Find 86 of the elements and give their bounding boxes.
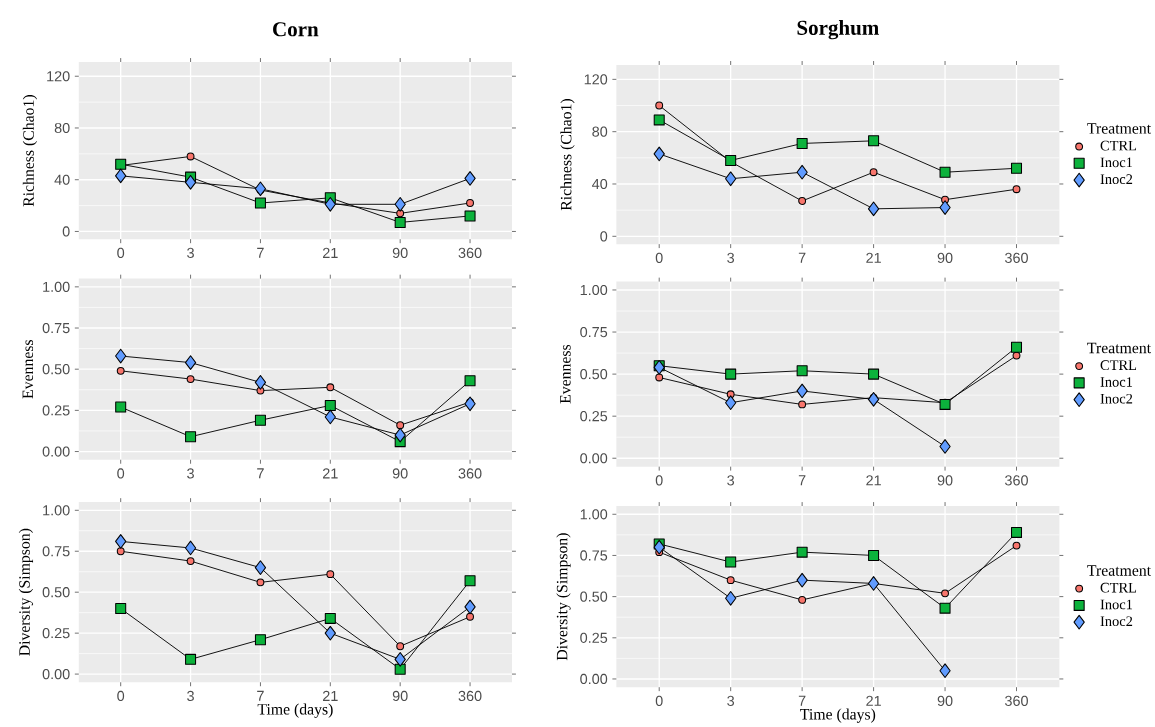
x-tick-label: 3 xyxy=(187,690,194,702)
x-tick-label: 90 xyxy=(937,252,953,263)
x-tick-label: 3 xyxy=(727,475,735,486)
x-tick-label: 21 xyxy=(866,252,881,263)
x-tick-label: 21 xyxy=(323,247,338,258)
x-tick-label: 21 xyxy=(866,695,881,706)
legend-label: Inoc1 xyxy=(1100,599,1133,610)
x-tick-label: 7 xyxy=(257,690,264,701)
x-tick-label: 90 xyxy=(392,468,408,479)
x-tick-label: 3 xyxy=(187,247,194,258)
x-tick-label: 0 xyxy=(655,695,663,706)
x-tick-label: 360 xyxy=(1005,252,1028,263)
y-tick-label: 1.00 xyxy=(43,281,70,292)
y-axis-title: Diversity (Simpson) xyxy=(18,528,34,656)
y-tick-label: 0.75 xyxy=(42,322,70,334)
y-axis-title: Evenness xyxy=(560,344,571,404)
x-tick-label: 360 xyxy=(458,690,482,702)
y-axis-title: Evenness xyxy=(22,339,34,399)
y-tick-label: 1.00 xyxy=(43,505,70,516)
y-tick-label: 1.00 xyxy=(580,509,608,520)
y-tick-label: 0.00 xyxy=(580,673,608,684)
y-tick-label: 0.50 xyxy=(580,368,608,380)
y-axis-title: Richness (Chao1) xyxy=(22,95,38,207)
y-tick-label: 0.50 xyxy=(42,587,70,598)
x-tick-label: 0 xyxy=(117,247,125,258)
y-tick-label: 0.25 xyxy=(580,632,608,643)
legend-label: Inoc1 xyxy=(1100,157,1133,168)
x-tick-label: 360 xyxy=(1005,475,1028,486)
legend-title: Treatment xyxy=(1087,342,1151,354)
x-tick-label: 21 xyxy=(866,475,881,486)
legend-label: CTRL xyxy=(1100,582,1137,593)
y-axis-title: Richness (Chao1) xyxy=(560,98,575,211)
legend-label: Inoc2 xyxy=(1100,393,1133,404)
y-tick-label: 120 xyxy=(47,71,70,82)
x-tick-label: 7 xyxy=(798,695,806,706)
x-tick-label: 90 xyxy=(392,690,408,702)
x-tick-label: 7 xyxy=(798,252,806,263)
legend-label: Inoc2 xyxy=(1100,616,1133,627)
x-tick-label: 21 xyxy=(323,690,338,701)
y-tick-label: 40 xyxy=(54,174,70,185)
x-tick-label: 360 xyxy=(458,247,482,258)
y-tick-label: 0.25 xyxy=(42,405,70,416)
y-tick-label: 0.50 xyxy=(580,591,608,602)
x-tick-label: 0 xyxy=(117,468,125,479)
y-tick-label: 0.25 xyxy=(580,411,608,422)
legend-label: Inoc2 xyxy=(1100,174,1133,184)
y-tick-label: 0.00 xyxy=(580,453,608,464)
x-axis-title: Time (days) xyxy=(257,703,333,718)
y-tick-label: 120 xyxy=(584,74,608,85)
y-tick-label: 0 xyxy=(62,226,70,237)
y-tick-label: 0.00 xyxy=(42,446,70,457)
y-tick-label: 0.75 xyxy=(42,546,70,557)
y-tick-label: 0.75 xyxy=(580,550,608,561)
x-tick-label: 90 xyxy=(392,247,408,258)
x-tick-label: 7 xyxy=(257,468,264,479)
x-tick-label: 0 xyxy=(655,475,663,486)
y-axis-title: Diversity (Simpson) xyxy=(556,533,571,661)
x-tick-label: 0 xyxy=(117,690,125,702)
x-tick-label: 90 xyxy=(937,475,953,486)
legend-label: CTRL xyxy=(1100,140,1137,151)
x-tick-label: 90 xyxy=(937,695,953,706)
x-tick-label: 7 xyxy=(257,247,264,258)
y-tick-label: 1.00 xyxy=(580,284,608,296)
x-tick-label: 3 xyxy=(727,695,735,706)
x-tick-label: 3 xyxy=(727,252,735,263)
y-tick-label: 0 xyxy=(600,231,608,242)
y-tick-label: 80 xyxy=(592,126,608,137)
x-tick-label: 7 xyxy=(798,475,806,486)
x-tick-label: 3 xyxy=(187,468,194,479)
x-tick-label: 360 xyxy=(458,468,482,479)
y-tick-label: 0.25 xyxy=(42,627,70,639)
legend-title: Treatment xyxy=(1087,123,1151,134)
y-tick-label: 0.75 xyxy=(580,326,608,338)
x-axis-title: Time (days) xyxy=(800,708,876,723)
x-tick-label: 0 xyxy=(655,252,663,263)
legend-label: CTRL xyxy=(1100,360,1137,370)
legend-label: Inoc1 xyxy=(1100,377,1133,387)
y-tick-label: 0.00 xyxy=(42,668,70,680)
y-tick-label: 40 xyxy=(592,178,608,190)
y-tick-label: 80 xyxy=(54,122,70,134)
x-tick-label: 21 xyxy=(323,468,338,479)
legend-title: Treatment xyxy=(1087,565,1151,576)
chart-title: Sorghum xyxy=(797,20,879,40)
chart-title: Corn xyxy=(273,22,319,37)
y-tick-label: 0.50 xyxy=(42,364,70,375)
x-tick-label: 360 xyxy=(1005,695,1028,706)
